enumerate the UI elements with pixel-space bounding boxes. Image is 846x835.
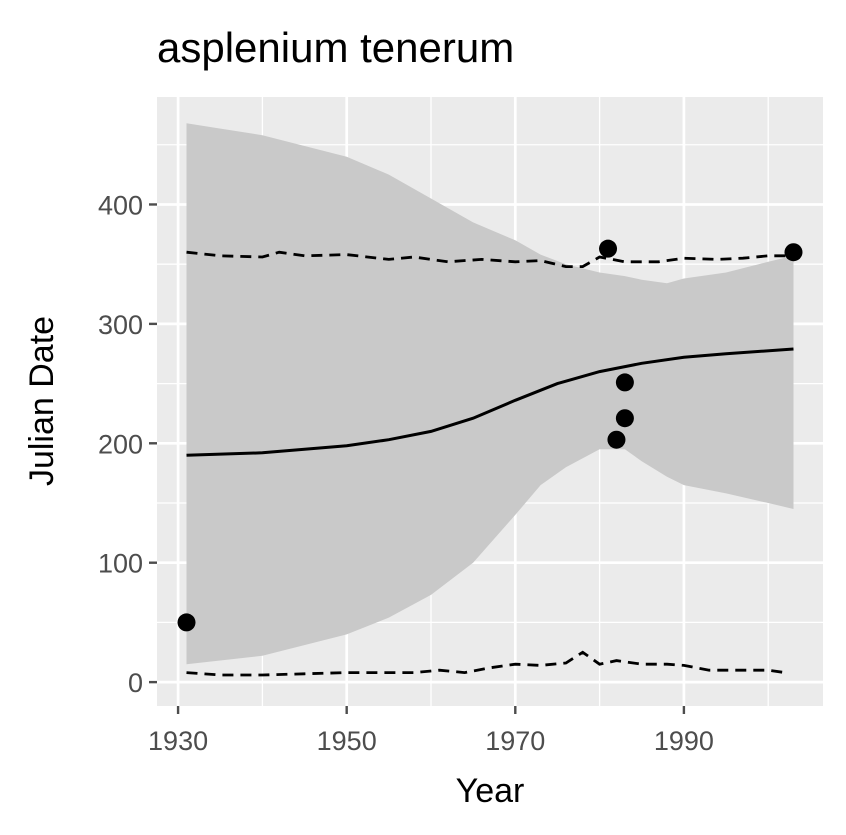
data-point (784, 243, 803, 262)
y-tick-label: 300 (98, 310, 143, 340)
chart-title: asplenium tenerum (157, 24, 514, 71)
x-axis-title: Year (456, 772, 525, 810)
data-point (177, 613, 196, 632)
data-point (607, 430, 626, 449)
y-axis-title: Julian Date (23, 316, 61, 486)
confidence-ribbon (186, 123, 794, 665)
y-tick-label: 100 (98, 549, 143, 579)
data-point (615, 409, 634, 428)
x-tick-label: 1970 (485, 726, 545, 756)
lower-quantile-line (186, 650, 786, 677)
x-tick-label: 1930 (148, 726, 208, 756)
y-axis: 0 100 200 300 400 (98, 190, 157, 698)
y-tick-label: 0 (128, 668, 143, 698)
data-point (599, 239, 618, 258)
x-tick-label: 1950 (317, 726, 377, 756)
y-tick-label: 400 (98, 190, 143, 220)
data-point (615, 373, 634, 392)
fit-line (186, 347, 794, 457)
data-points (177, 239, 803, 632)
x-axis: 1930 1950 1970 1990 (148, 706, 714, 756)
upper-quantile-line (186, 250, 794, 268)
y-tick-label: 200 (98, 429, 143, 459)
x-tick-label: 1990 (654, 726, 714, 756)
